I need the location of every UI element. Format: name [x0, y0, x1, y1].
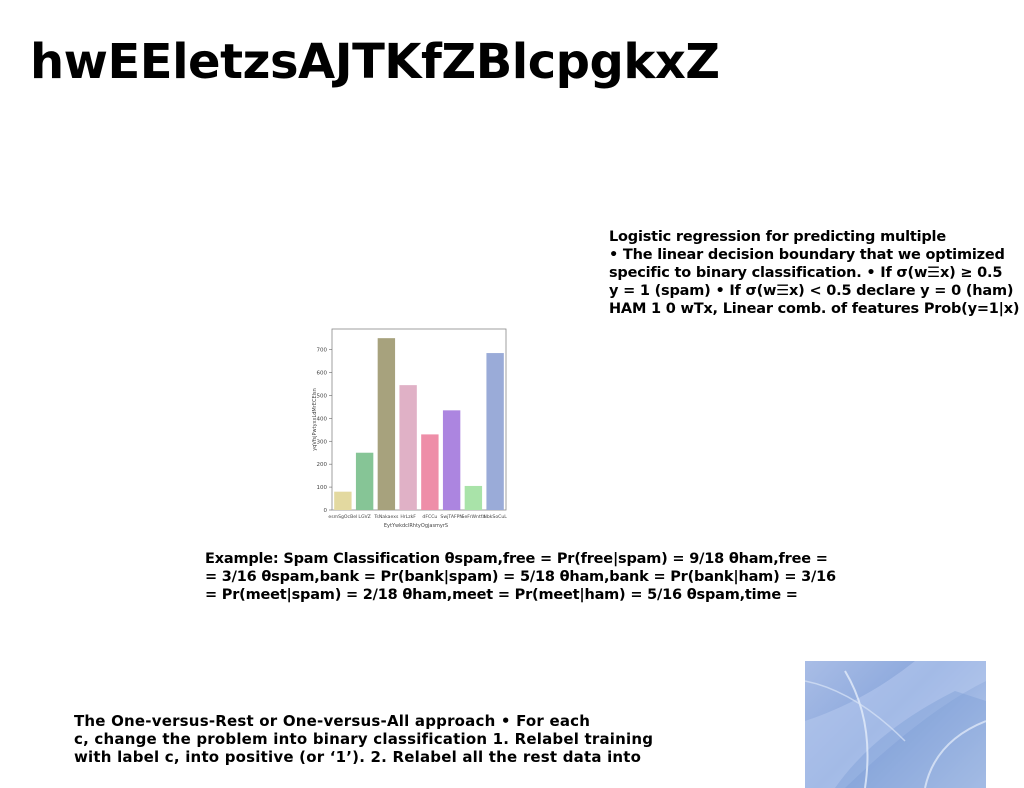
y-tick-label: 0: [324, 508, 328, 514]
x-tick-label: esmSgOcBel: [328, 514, 357, 520]
logistic-regression-text: Logistic regression for predicting multi…: [609, 228, 1020, 318]
y-tick-label: 200: [317, 462, 328, 468]
text-line: HAM 1 0 wTx, Linear comb. of features Pr…: [609, 301, 1020, 317]
y-tick-label: 500: [317, 393, 328, 399]
bar: [464, 485, 483, 510]
bar: [442, 410, 461, 510]
bar-chart: 0 100 200 300 400 500 600 700 esmSgOcBel LGVZ TsNa…: [312, 328, 507, 529]
text-line: c, change the problem into binary classi…: [74, 730, 654, 748]
one-vs-rest-text: The One-versus-Rest or One-versus-All ap…: [74, 712, 653, 766]
bar: [355, 452, 374, 510]
spam-example-text: Example: Spam Classification θspam,free …: [205, 550, 836, 604]
text-line: Example: Spam Classification θspam,free …: [205, 551, 828, 567]
x-tick-label: HrLzkF: [400, 514, 416, 520]
y-tick-label: 600: [317, 371, 328, 377]
y-tick-label: 300: [317, 439, 328, 445]
x-axis-label: EytYwkdclRhtyOgjasmyrS: [384, 523, 448, 529]
x-tick-label: SwjTAFPN: [440, 514, 462, 520]
bar: [334, 491, 352, 510]
bar: [399, 385, 417, 510]
bar: [377, 338, 396, 510]
decorative-image: [805, 661, 986, 788]
slide-title: hwEEletzsAJTKfZBlcpgkxZ: [30, 34, 720, 90]
y-tick-label: 400: [317, 416, 328, 422]
text-line: The One-versus-Rest or One-versus-All ap…: [74, 712, 591, 730]
bar: [421, 434, 439, 510]
text-line: specific to binary classification. • If …: [609, 265, 1003, 281]
x-tick-label: dFCCu: [422, 514, 437, 520]
text-line: y = 1 (spam) • If σ(w☰x) < 0.5 declare y…: [609, 283, 1014, 299]
y-tick-label: 100: [317, 485, 328, 491]
text-line: • The linear decision boundary that we o…: [609, 247, 1005, 263]
y-axis-label: yqVfsjPwtyxxLdMrECElsn: [312, 388, 318, 451]
text-line: = 3/16 θspam,bank = Pr(bank|spam) = 5/18…: [205, 569, 836, 585]
y-tick-label: 700: [317, 348, 328, 354]
plot-frame: [331, 328, 507, 511]
bar: [486, 353, 504, 510]
text-line: with label c, into positive (or ‘1’). 2.…: [74, 748, 642, 766]
x-tick-label: SeFrWntfa: [462, 514, 486, 520]
text-line: Logistic regression for predicting multi…: [609, 229, 946, 245]
x-tick-label: NbkSoCuL: [483, 514, 507, 520]
x-tick-label: TsNakaexs: [373, 514, 399, 520]
text-line: = Pr(meet|spam) = 2/18 θham,meet = Pr(me…: [205, 587, 798, 603]
x-tick-label: LGVZ: [358, 514, 370, 520]
